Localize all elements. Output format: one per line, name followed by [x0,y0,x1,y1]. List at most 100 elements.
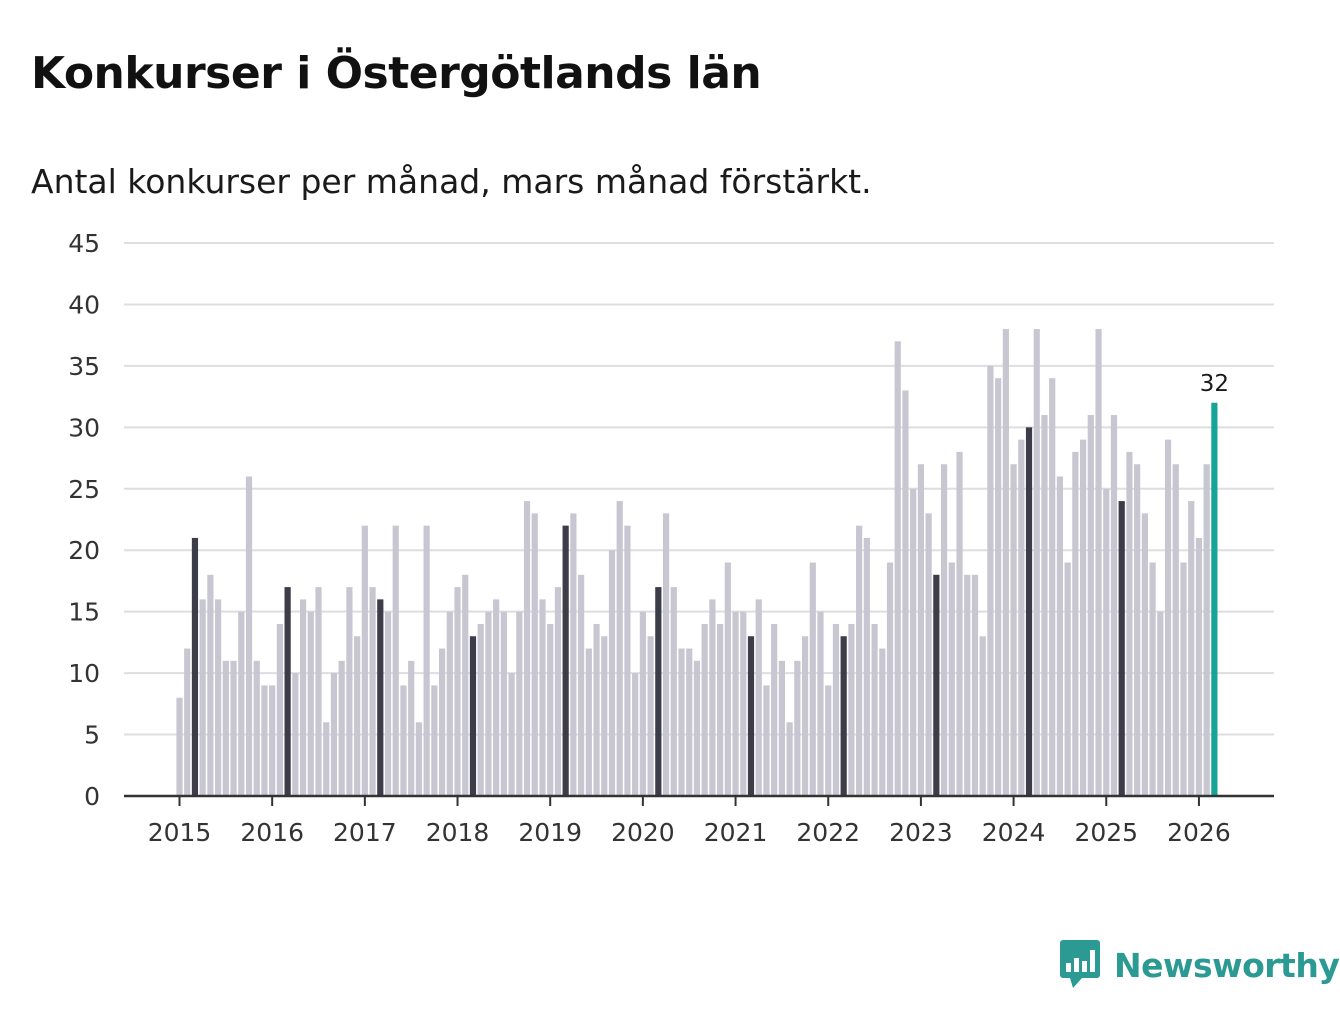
bar [771,623,778,796]
bar [1164,439,1172,796]
bar [987,365,994,796]
bar-march [840,636,847,796]
bar [701,623,708,796]
bar [639,611,646,796]
x-tick-label: 2025 [1074,818,1138,847]
bar [446,611,453,796]
bar [709,599,716,796]
bar [740,611,747,796]
bar-march [377,599,384,796]
x-tick-label: 2017 [333,818,397,847]
x-tick-label: 2022 [796,818,860,847]
x-tick-label: 2026 [1167,818,1231,847]
bar [423,525,430,796]
bar [500,611,507,796]
bar-march [933,574,940,796]
bar [570,513,577,796]
bar [801,636,809,796]
y-tick-label: 45 [68,229,100,258]
bar [1180,562,1187,796]
bar [1056,476,1064,796]
bar [276,623,283,796]
bar [724,562,731,796]
bar [593,623,600,796]
page-title: Konkurser i Östergötlands län [31,48,762,99]
bar-march [191,537,199,796]
bar [354,636,361,796]
bar [662,513,670,796]
y-tick-label: 20 [68,536,100,565]
bar [547,623,554,796]
bar-march [1118,501,1125,796]
bar [1018,439,1025,796]
x-tick-label: 2019 [518,818,582,847]
bar [346,587,353,796]
bar [1002,329,1009,796]
bar [1095,329,1102,796]
bar [778,660,785,796]
bar [1149,562,1156,796]
bar [330,673,338,796]
bar [508,673,515,796]
bar [307,611,314,796]
y-tick-label: 10 [68,659,100,688]
bar [786,722,793,796]
y-tick-label: 0 [84,782,100,811]
bar [431,685,438,796]
bar-march [562,525,569,796]
bar [1064,562,1071,796]
bar [408,660,415,796]
bar [516,611,523,796]
y-tick-label: 25 [68,475,100,504]
bar [554,587,562,796]
bar [438,648,446,796]
bar-march [284,587,291,796]
x-axis-ticks: 2015 2016 2017 2018 2019 2020 2021 2022 2023 2024… [148,796,1231,847]
bar [1087,415,1094,796]
bar [238,611,245,796]
bar [315,587,322,796]
bar [207,574,214,796]
bar [462,574,469,796]
bar [848,623,855,796]
bar [1033,329,1040,796]
bar-march [655,587,662,796]
bar [230,660,237,796]
brand-name: Newsworthy [1114,945,1340,985]
latest-value-label: 32 [1200,371,1229,397]
bar [415,722,423,796]
x-tick-label: 2021 [704,818,768,847]
bar [1157,611,1164,796]
bar [925,513,932,796]
bar-march [747,636,755,796]
bar [647,636,654,796]
bar [269,685,276,796]
bar [693,660,701,796]
bar [1172,464,1179,796]
bar [184,648,191,796]
bar [253,660,260,796]
bar [948,562,955,796]
bar [585,648,592,796]
bar [910,488,917,796]
bar [616,501,623,796]
bar [632,673,639,796]
bar [384,611,392,796]
bar [539,599,546,796]
data-labels: 32 [1200,371,1229,397]
bar [832,623,840,796]
bar [1041,415,1048,796]
x-tick-label: 2016 [240,818,304,847]
bar [794,660,801,796]
bar [971,574,979,796]
bar [732,611,739,796]
y-tick-label: 15 [68,598,100,627]
bar [454,587,461,796]
bar [624,525,631,796]
bar [1195,537,1203,796]
y-tick-label: 40 [68,290,100,319]
bar [940,464,948,796]
bar [956,451,963,796]
bar [995,378,1002,796]
bar [477,623,484,796]
